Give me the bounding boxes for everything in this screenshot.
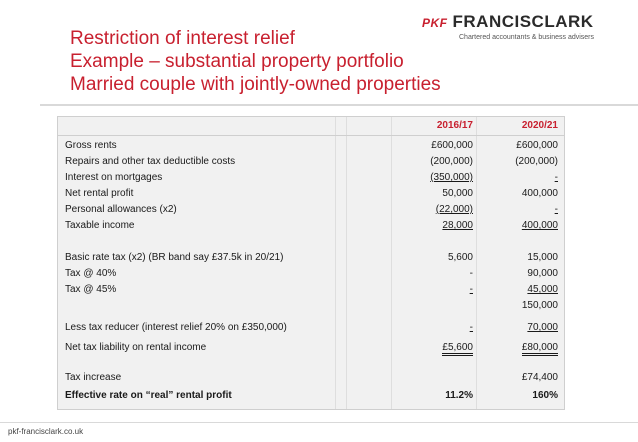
table-row: Interest on mortgages (350,000) - — [58, 170, 564, 186]
value-2016: (350,000) — [391, 172, 473, 183]
value-2020-text: £80,000 — [521, 342, 558, 356]
title-line-1: Restriction of interest relief — [70, 28, 295, 49]
table-header: 2016/17 2020/21 — [58, 117, 564, 136]
table-row: Less tax reducer (interest relief 20% on… — [58, 320, 564, 336]
value-2016-text: (22,000) — [435, 204, 473, 215]
value-2016: (22,000) — [391, 204, 473, 215]
slide-title: Restriction of interest relief Example –… — [70, 27, 441, 96]
row-label: Repairs and other tax deductible costs — [65, 156, 236, 167]
row-label: Less tax reducer (interest relief 20% on… — [65, 322, 287, 333]
row-label: Basic rate tax (x2) (BR band say £37.5k … — [65, 252, 284, 263]
row-label: Net rental profit — [65, 188, 134, 199]
table-row: Net tax liability on rental income £5,60… — [58, 340, 564, 356]
title-line-2: Example – substantial property portfolio — [70, 51, 404, 72]
logo-pkf: PKF — [422, 16, 448, 30]
grid-line — [335, 117, 336, 409]
table-row: Effective rate on “real” rental profit 1… — [58, 388, 564, 404]
spreadsheet-table: 2016/17 2020/21 Gross rents £600,000 £60… — [57, 116, 565, 410]
value-2020: - — [476, 204, 558, 215]
value-2020: (200,000) — [515, 156, 558, 167]
value-2016-text: 28,000 — [442, 220, 473, 231]
value-2020-text: 70,000 — [527, 322, 558, 333]
company-logo: PKF FRANCISCLARK Chartered accountants & … — [422, 12, 622, 52]
grid-line — [476, 117, 477, 409]
column-header-2016: 2016/17 — [436, 120, 473, 131]
table-row: Gross rents £600,000 £600,000 — [58, 138, 564, 154]
value-2016: £5,600 — [391, 342, 473, 356]
value-2016: 28,000 — [391, 220, 473, 231]
value-2020: 400,000 — [476, 220, 558, 231]
value-2020: £80,000 — [476, 342, 558, 356]
value-2020: £74,400 — [521, 372, 558, 383]
table-row: 150,000 — [58, 298, 564, 314]
logo-tagline: Chartered accountants & business adviser… — [459, 34, 595, 41]
logo-name: FRANCISCLARK — [452, 12, 594, 31]
value-2020: 90,000 — [527, 268, 558, 279]
value-2016-text: £5,600 — [442, 342, 473, 356]
row-label: Personal allowances (x2) — [65, 204, 177, 215]
table-row: Net rental profit 50,000 400,000 — [58, 186, 564, 202]
value-2020-text: 400,000 — [521, 220, 558, 231]
table-row: Taxable income 28,000 400,000 — [58, 218, 564, 234]
value-2016: 5,600 — [447, 252, 473, 263]
table-row: Tax @ 40% - 90,000 — [58, 266, 564, 282]
value-2020-text: - — [554, 172, 558, 183]
value-2016-text: - — [469, 284, 473, 295]
value-2020: 15,000 — [527, 252, 558, 263]
value-2016: - — [391, 322, 473, 333]
value-2020: 70,000 — [476, 322, 558, 333]
value-2020: 45,000 — [476, 284, 558, 295]
value-2020: 150,000 — [521, 300, 558, 311]
column-header-2020: 2020/21 — [521, 120, 558, 131]
table-row: Basic rate tax (x2) (BR band say £37.5k … — [58, 250, 564, 266]
logo-wordmark: PKF FRANCISCLARK — [422, 12, 622, 33]
table-row: Tax increase £74,400 — [58, 370, 564, 386]
row-label: Taxable income — [65, 220, 135, 231]
table-row: Personal allowances (x2) (22,000) - — [58, 202, 564, 218]
value-2016: - — [469, 268, 473, 279]
grid-line — [346, 117, 347, 409]
row-label: Tax increase — [65, 372, 122, 383]
value-2020: - — [476, 172, 558, 183]
divider-bottom — [0, 422, 638, 423]
row-label: Tax @ 40% — [65, 268, 117, 279]
value-2016: (200,000) — [430, 156, 473, 167]
row-label: Interest on mortgages — [65, 172, 163, 183]
title-line-3: Married couple with jointly-owned proper… — [70, 74, 441, 95]
value-2020-text: 45,000 — [527, 284, 558, 295]
row-label: Net tax liability on rental income — [65, 342, 207, 353]
value-2016: 11.2% — [445, 390, 473, 401]
value-2016: 50,000 — [442, 188, 473, 199]
value-2020-text: - — [554, 204, 558, 215]
divider-top — [40, 104, 638, 106]
value-2020: 400,000 — [521, 188, 558, 199]
row-label: Effective rate on “real” rental profit — [65, 390, 232, 401]
value-2020: £600,000 — [516, 140, 558, 151]
value-2016: £600,000 — [431, 140, 473, 151]
table-row: Tax @ 45% - 45,000 — [58, 282, 564, 298]
row-label: Tax @ 45% — [65, 284, 117, 295]
value-2016-text: - — [469, 322, 473, 333]
value-2020: 160% — [532, 390, 558, 401]
footer-url: pkf-francisclark.co.uk — [8, 427, 84, 436]
value-2016: - — [391, 284, 473, 295]
row-label: Gross rents — [65, 140, 117, 151]
grid-line — [391, 117, 392, 409]
table-row: Repairs and other tax deductible costs (… — [58, 154, 564, 170]
value-2016-text: (350,000) — [430, 172, 473, 183]
